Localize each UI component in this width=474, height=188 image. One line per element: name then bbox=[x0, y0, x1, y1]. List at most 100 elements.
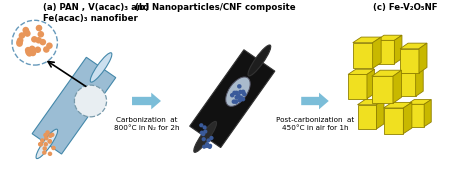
Polygon shape bbox=[376, 40, 394, 64]
Circle shape bbox=[199, 123, 203, 127]
Circle shape bbox=[29, 45, 36, 52]
Circle shape bbox=[234, 91, 239, 95]
Circle shape bbox=[205, 142, 210, 146]
Circle shape bbox=[230, 93, 235, 97]
Circle shape bbox=[38, 142, 43, 146]
Circle shape bbox=[38, 142, 43, 147]
FancyArrowPatch shape bbox=[132, 93, 161, 109]
Polygon shape bbox=[357, 100, 384, 105]
Circle shape bbox=[35, 46, 41, 53]
Circle shape bbox=[51, 146, 56, 150]
Circle shape bbox=[22, 27, 29, 33]
Circle shape bbox=[17, 37, 24, 44]
Polygon shape bbox=[403, 102, 412, 134]
Polygon shape bbox=[383, 108, 403, 134]
Circle shape bbox=[236, 93, 241, 98]
Circle shape bbox=[232, 91, 237, 95]
Circle shape bbox=[23, 28, 29, 35]
Circle shape bbox=[241, 97, 245, 101]
Circle shape bbox=[237, 84, 242, 89]
Circle shape bbox=[44, 136, 49, 140]
Circle shape bbox=[24, 30, 31, 37]
Circle shape bbox=[46, 130, 50, 135]
Circle shape bbox=[46, 42, 53, 49]
Ellipse shape bbox=[36, 129, 58, 159]
Circle shape bbox=[37, 31, 44, 38]
Text: Carbonization  at
800°C in N₂ for 2h: Carbonization at 800°C in N₂ for 2h bbox=[114, 117, 179, 131]
Circle shape bbox=[40, 138, 45, 143]
Circle shape bbox=[50, 133, 55, 137]
Circle shape bbox=[43, 46, 50, 53]
Polygon shape bbox=[32, 57, 116, 154]
Circle shape bbox=[48, 133, 53, 138]
Circle shape bbox=[239, 96, 243, 100]
Polygon shape bbox=[348, 69, 374, 74]
Circle shape bbox=[202, 125, 207, 130]
Circle shape bbox=[208, 144, 212, 148]
Polygon shape bbox=[367, 69, 374, 99]
Circle shape bbox=[43, 133, 48, 137]
Circle shape bbox=[200, 131, 204, 135]
Circle shape bbox=[202, 145, 206, 149]
Circle shape bbox=[18, 32, 25, 39]
Circle shape bbox=[36, 37, 42, 44]
Text: (b) Nanoparticles/CNF composite: (b) Nanoparticles/CNF composite bbox=[136, 3, 296, 12]
Circle shape bbox=[235, 95, 239, 100]
Polygon shape bbox=[400, 49, 419, 73]
Circle shape bbox=[43, 146, 47, 151]
Circle shape bbox=[201, 132, 205, 136]
Circle shape bbox=[29, 50, 36, 56]
Polygon shape bbox=[373, 37, 381, 68]
Circle shape bbox=[36, 25, 42, 31]
Polygon shape bbox=[407, 104, 424, 127]
Ellipse shape bbox=[248, 45, 271, 76]
Circle shape bbox=[234, 99, 238, 104]
Polygon shape bbox=[372, 70, 401, 76]
FancyArrowPatch shape bbox=[301, 93, 329, 109]
Circle shape bbox=[31, 36, 37, 42]
Polygon shape bbox=[348, 74, 367, 99]
Circle shape bbox=[203, 130, 208, 134]
Circle shape bbox=[208, 145, 212, 149]
Circle shape bbox=[42, 150, 46, 155]
Circle shape bbox=[39, 39, 46, 45]
Text: Post-carbonization  at
450°C in air for 1h: Post-carbonization at 450°C in air for 1… bbox=[276, 117, 354, 131]
Ellipse shape bbox=[194, 121, 217, 152]
Circle shape bbox=[12, 20, 57, 65]
Circle shape bbox=[25, 49, 32, 55]
Polygon shape bbox=[424, 100, 431, 127]
Polygon shape bbox=[353, 43, 373, 68]
Polygon shape bbox=[400, 43, 427, 49]
Circle shape bbox=[232, 99, 236, 104]
Polygon shape bbox=[407, 100, 431, 104]
Polygon shape bbox=[372, 76, 393, 103]
Polygon shape bbox=[376, 100, 384, 129]
Polygon shape bbox=[383, 102, 412, 108]
Circle shape bbox=[25, 47, 31, 53]
Text: (a) PAN , V(acac)₃ and
Fe(acac)₃ nanofiber: (a) PAN , V(acac)₃ and Fe(acac)₃ nanofib… bbox=[43, 3, 149, 23]
Circle shape bbox=[206, 138, 210, 143]
Polygon shape bbox=[190, 50, 275, 148]
Circle shape bbox=[238, 90, 243, 94]
Circle shape bbox=[237, 98, 242, 102]
Circle shape bbox=[241, 89, 246, 94]
Circle shape bbox=[210, 136, 214, 140]
Text: (c) Fe-V₂O₅NF: (c) Fe-V₂O₅NF bbox=[373, 3, 437, 12]
Polygon shape bbox=[393, 70, 401, 103]
Circle shape bbox=[47, 139, 52, 144]
Polygon shape bbox=[394, 35, 402, 64]
Ellipse shape bbox=[226, 77, 250, 106]
Polygon shape bbox=[398, 68, 423, 73]
Polygon shape bbox=[419, 43, 427, 73]
Circle shape bbox=[16, 39, 23, 45]
Polygon shape bbox=[416, 68, 423, 96]
Circle shape bbox=[201, 137, 206, 141]
Circle shape bbox=[242, 92, 246, 96]
Polygon shape bbox=[353, 37, 381, 43]
Circle shape bbox=[74, 85, 107, 117]
Circle shape bbox=[48, 152, 52, 156]
Ellipse shape bbox=[90, 53, 112, 82]
Circle shape bbox=[44, 142, 48, 146]
Polygon shape bbox=[376, 35, 402, 40]
Polygon shape bbox=[398, 73, 416, 96]
